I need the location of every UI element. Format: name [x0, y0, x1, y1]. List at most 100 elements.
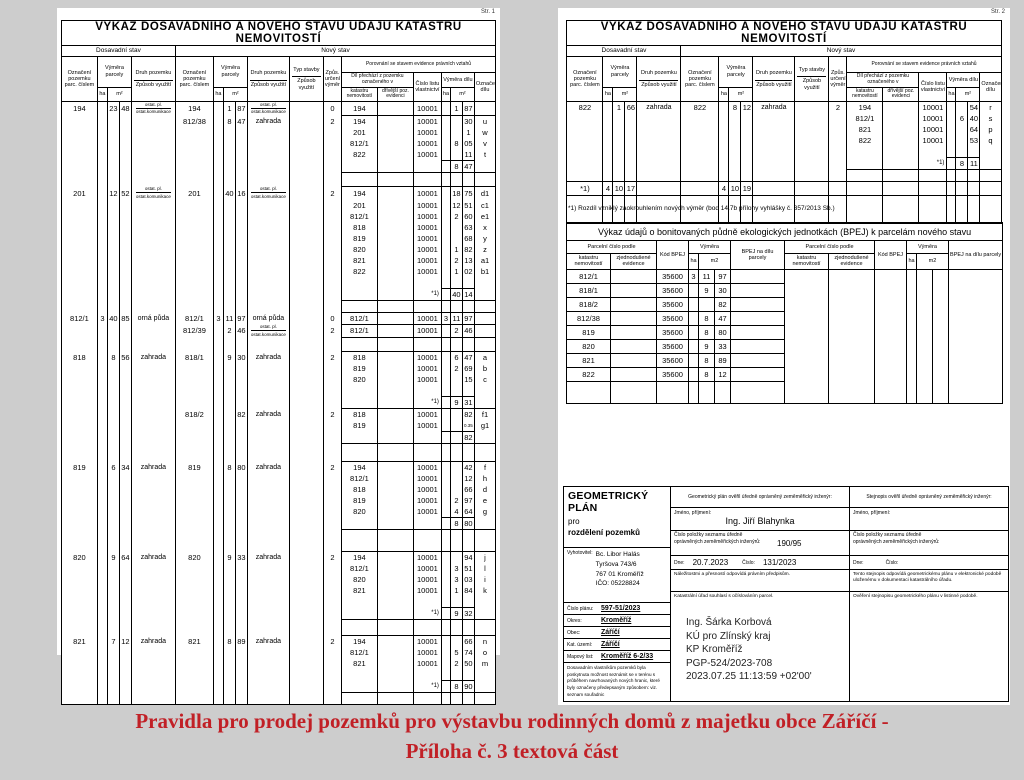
bpej-cell-empty [916, 297, 933, 312]
cell-new-parcel: 812/38 [174, 115, 214, 127]
cell-typ-stavby [288, 199, 324, 211]
verifier-name-cell: Jméno, příjmení: Ing. Jiří Blahynka [671, 508, 849, 531]
bpej-cell-empty [906, 353, 917, 368]
cell-spacer [96, 443, 108, 462]
cell-zpusob-urceni: 2 [322, 186, 342, 200]
bpej-cell-empty [906, 339, 917, 354]
cell-dil-m2: 63 [461, 221, 475, 233]
cell-new-druh [246, 243, 290, 255]
bpej-cell-zjednodusena [610, 296, 657, 312]
cell-dil-drivejsi [376, 551, 414, 564]
bpej-cell-bpej-dil [730, 366, 785, 382]
cell-old-parcel [60, 420, 98, 432]
cell-old-m2 [106, 324, 120, 338]
cell-dil-oznaceni [473, 311, 497, 325]
cell-empty [246, 517, 290, 530]
header-porovnani: Porovnání se stavem evidence právních vz… [846, 56, 1002, 73]
cell-spacer [222, 172, 236, 187]
cell-dil-drivejsi [376, 506, 414, 518]
cell-dil-m2 [449, 484, 463, 496]
cell-typ-stavby [288, 495, 324, 507]
cell-old-parcel: 821 [60, 635, 98, 648]
cell-spacer [955, 146, 969, 158]
cell-new-parcel [174, 137, 214, 149]
bpej-cell-empty [874, 381, 907, 404]
cell-empty [96, 517, 108, 530]
bpej-cell-empty [784, 297, 829, 312]
cell-sum-m2: 14 [461, 287, 475, 301]
cell-dil-katastr: 812/1 [846, 113, 884, 124]
cell-spacer [473, 669, 497, 681]
cell-old-ha: 3 [96, 312, 108, 325]
cell-new-parcel [174, 574, 214, 586]
cell-new-druh [246, 574, 290, 586]
bpej-cell-empty [874, 283, 907, 298]
cell-old-ha [96, 563, 108, 575]
cell-old-druh: orná půda [130, 312, 176, 325]
cell-old-ha [96, 495, 108, 507]
cell-dil-ha [440, 374, 451, 386]
cell-old-m2 [106, 221, 120, 233]
bpej-cell-empty [932, 269, 949, 284]
cell-dil-lv: 10001 [412, 221, 442, 233]
cell-typ-stavby [288, 461, 324, 474]
cell-dil-lv: 10001 [412, 658, 442, 670]
bpej-cell-bpej-dil [730, 268, 785, 284]
cell-spacer [740, 169, 754, 182]
bpej-cell-bpej-dil [730, 282, 785, 298]
bpej-cell-empty [947, 367, 1004, 382]
cell-zpusob-urceni: 2 [322, 408, 342, 421]
cell-dil-drivejsi [376, 585, 414, 597]
header-m2: m² [612, 86, 638, 102]
cell-new-ha [212, 243, 224, 255]
cell-empty [322, 396, 342, 409]
cell-old-druh [130, 647, 176, 659]
cell-spacer [882, 146, 920, 158]
cell-new-m2 [728, 113, 742, 124]
cell-new-druh [246, 374, 290, 386]
cell-new-ha [212, 408, 224, 421]
cell-spacer [449, 337, 463, 352]
cell-empty [473, 160, 497, 173]
header-typ-stavby: Typ stavby Způsob využití [794, 56, 830, 102]
cell-spacer [60, 300, 98, 313]
cell-spacer [118, 337, 132, 352]
cell-sum-m2: 11 [967, 157, 981, 170]
cell-dil-ha [440, 585, 451, 597]
geoplan-vyhotovitel: Vyhotovitel: Bc. Libor Halás Tyršova 743… [564, 548, 670, 603]
cell-spacer [288, 172, 324, 187]
cell-zpusob-urceni [322, 148, 342, 161]
cell-dil-oznaceni: o [473, 647, 497, 659]
bpej-cell-ha [688, 310, 699, 326]
cell-old-m2 [118, 221, 132, 233]
cell-spacer [106, 172, 120, 187]
cell-new-ha [212, 585, 224, 597]
cell-spacer [246, 669, 290, 681]
cell-sum-label: *1) [412, 680, 442, 694]
cell-new-druh: zahrada [246, 461, 290, 474]
cell-dil-katastr: 812/1 [340, 311, 378, 325]
cell-spacer [461, 276, 475, 289]
bpej-cell-empty [947, 297, 1004, 312]
cell-dil-ha [440, 185, 451, 200]
header-katastru-nemovitosti: katastru nemovitostí [846, 86, 884, 102]
cell-spacer [174, 529, 214, 552]
cell-old-m2 [106, 199, 120, 211]
cell-dil-lv: 10001 [918, 101, 948, 113]
cell-old-m2 [118, 495, 132, 507]
cell-empty [96, 607, 108, 620]
cell-spacer [412, 692, 442, 705]
cell-dil-m2: 6 [449, 351, 463, 364]
bpej-cell-empty [906, 367, 917, 382]
cell-empty [473, 396, 497, 410]
cell-new-druh: ostat. pl. ostat.komunikace [246, 186, 290, 200]
cell-new-m2: 8 [222, 635, 236, 648]
cell-empty [955, 181, 969, 196]
cell-spacer [918, 195, 948, 224]
cell-spacer [234, 443, 248, 462]
cell-empty [740, 157, 754, 170]
bpej-cell-bpej-dil [730, 338, 785, 354]
cell-spacer [340, 669, 378, 681]
cell-old-m2 [106, 473, 120, 485]
header-ha: ha [96, 86, 108, 102]
